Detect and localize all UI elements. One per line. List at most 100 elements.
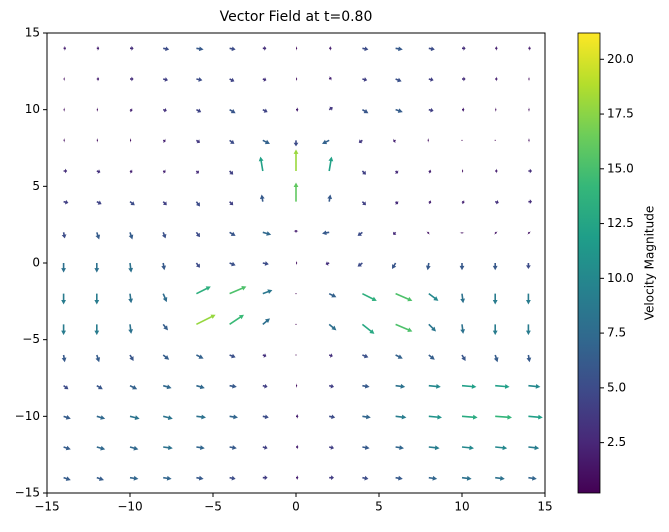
vector-arrow: [63, 415, 71, 420]
x-tick-label: 5: [375, 500, 383, 514]
vector-arrow: [461, 384, 477, 389]
vector-arrow: [129, 475, 139, 481]
vector-arrow: [162, 107, 167, 113]
vector-arrow: [262, 414, 269, 420]
vector-arrow: [96, 107, 98, 113]
vector-arrow: [295, 293, 297, 295]
vector-arrow: [229, 286, 247, 295]
vector-arrow: [462, 107, 465, 113]
vector-arrow: [395, 323, 413, 332]
vector-arrow: [526, 293, 531, 305]
vector-arrow: [96, 415, 106, 420]
vector-arrow: [428, 107, 434, 113]
vector-arrow: [495, 107, 497, 113]
vector-arrow: [495, 445, 508, 451]
vector-arrow: [161, 232, 167, 239]
vector-arrow: [196, 314, 216, 326]
vector-arrow: [492, 263, 498, 271]
vector-arrow: [61, 263, 66, 273]
colorbar-tick-label: 15.0: [607, 161, 634, 175]
vector-arrow: [95, 232, 101, 240]
vector-arrow: [428, 384, 441, 389]
vector-arrow: [296, 413, 299, 419]
vector-arrow: [395, 414, 407, 420]
vector-arrow: [329, 414, 336, 420]
vector-arrow: [96, 445, 106, 451]
vector-arrow: [322, 139, 330, 145]
vector-arrow: [393, 138, 396, 143]
vector-arrow: [130, 45, 134, 51]
vector-arrow: [195, 201, 200, 207]
y-tick-label: −15: [15, 486, 40, 500]
vector-arrow: [462, 76, 466, 82]
vector-arrow: [229, 201, 234, 206]
vector-arrow: [328, 323, 337, 331]
vector-arrow: [395, 383, 406, 389]
vector-arrow: [528, 168, 532, 174]
vector-arrow: [229, 170, 234, 175]
vector-arrow: [395, 108, 403, 113]
vector-arrow: [494, 199, 499, 205]
vector-arrow: [262, 108, 268, 113]
vector-arrow: [262, 45, 267, 51]
vector-arrow: [492, 324, 498, 336]
vector-arrow: [63, 107, 65, 113]
vector-arrow: [195, 170, 200, 174]
vector-arrow: [196, 475, 204, 481]
vector-arrow: [296, 107, 299, 113]
vector-arrow: [329, 475, 334, 481]
vector-arrow: [428, 414, 442, 420]
vector-arrow: [262, 289, 273, 295]
vector-arrow: [528, 107, 530, 113]
vector-arrow: [96, 45, 100, 51]
vector-arrow: [395, 475, 403, 481]
vector-arrow: [358, 139, 363, 144]
x-tick-label: −5: [204, 500, 222, 514]
vector-arrow: [362, 414, 371, 420]
vector-arrow: [95, 354, 101, 363]
vector-arrow: [357, 262, 363, 267]
vector-arrow: [63, 199, 69, 205]
vector-arrow: [394, 200, 399, 205]
vector-arrow: [129, 201, 135, 206]
colorbar-tick-label: 2.5: [607, 435, 626, 449]
vector-arrow: [229, 46, 236, 52]
vector-arrow: [461, 475, 472, 481]
vector-arrow: [392, 262, 397, 269]
vector-arrow: [229, 414, 238, 420]
vector-arrow: [362, 292, 377, 301]
x-tick-label: 10: [454, 500, 469, 514]
vector-arrow: [428, 169, 432, 174]
vector-arrow: [262, 383, 268, 389]
vector-arrow: [460, 324, 466, 334]
vector-arrow: [428, 354, 435, 360]
vector-arrow: [362, 383, 370, 389]
vector-arrow: [94, 263, 100, 273]
vector-arrow: [296, 45, 298, 51]
vector-arrow: [63, 385, 69, 390]
vector-arrow: [229, 231, 236, 236]
vector-arrow: [162, 354, 170, 360]
x-tick-label: 0: [292, 500, 300, 514]
vector-arrow: [392, 231, 397, 235]
y-tick-label: 5: [32, 179, 40, 193]
vector-arrow: [394, 170, 399, 174]
vector-arrow: [262, 318, 270, 325]
vector-arrow: [162, 138, 166, 143]
colorbar-label: Velocity Magnitude: [643, 206, 657, 320]
vector-arrow: [94, 324, 100, 336]
vector-arrow: [162, 323, 168, 331]
vector-arrow: [427, 137, 429, 143]
vector-arrow: [229, 445, 237, 450]
vector-arrow: [357, 231, 363, 236]
vector-arrow: [229, 261, 236, 267]
vector-arrow: [196, 384, 205, 390]
vector-arrow: [94, 293, 100, 305]
vector-arrow: [162, 201, 167, 206]
vector-arrow: [63, 137, 65, 143]
vector-arrow: [130, 137, 132, 143]
vector-arrow: [329, 45, 332, 51]
vector-arrow: [229, 383, 237, 389]
vector-arrow: [195, 139, 200, 144]
vector-arrow: [128, 232, 134, 240]
